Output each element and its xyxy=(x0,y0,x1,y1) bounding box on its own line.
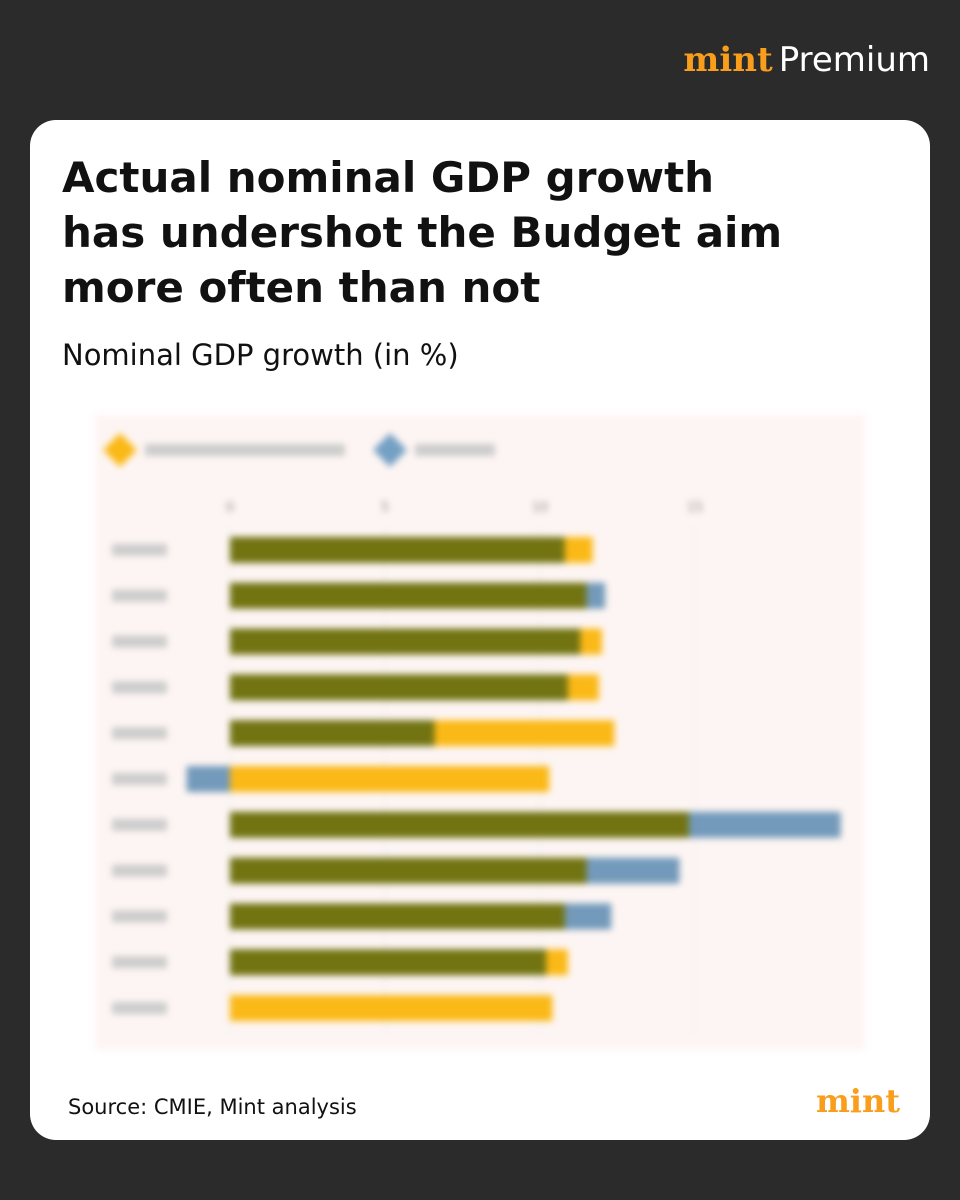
y-label-placeholder xyxy=(112,818,167,831)
y-label-placeholder xyxy=(112,727,167,740)
y-label-placeholder xyxy=(112,589,167,602)
brand-tag: Premium xyxy=(778,40,930,80)
bar xyxy=(230,582,606,609)
x-tick-label: 0 xyxy=(226,501,234,516)
y-label-placeholder xyxy=(112,635,167,648)
bar xyxy=(230,766,550,792)
y-label-placeholder xyxy=(112,956,167,969)
bar xyxy=(230,720,435,747)
chart-subtitle: Nominal GDP growth (in %) xyxy=(62,338,459,372)
x-tick-label: 15 xyxy=(687,501,704,516)
brand-name: mint xyxy=(683,40,773,80)
x-tick-label: 10 xyxy=(532,501,549,516)
x-tick-label: 5 xyxy=(381,501,389,516)
legend-swatch xyxy=(373,433,407,467)
bar xyxy=(230,949,547,976)
y-label-placeholder xyxy=(112,543,167,556)
bar xyxy=(230,811,841,838)
y-label-placeholder xyxy=(112,910,167,923)
chart-title: Actual nominal GDP growth has undershot … xyxy=(62,153,783,312)
bar xyxy=(230,674,568,701)
logo: mint xyxy=(815,1082,900,1120)
y-label-placeholder xyxy=(112,773,167,785)
y-label-placeholder xyxy=(112,864,167,877)
y-label-placeholder xyxy=(112,681,167,694)
legend-label-placeholder xyxy=(415,444,495,456)
brand: mint Premium xyxy=(683,40,930,80)
plot: 0 5 10 15 xyxy=(95,415,865,1050)
bar xyxy=(186,766,230,792)
y-label-placeholder xyxy=(112,1002,167,1015)
bar xyxy=(230,628,581,655)
bar xyxy=(230,903,612,930)
bar xyxy=(230,857,680,884)
bar xyxy=(230,995,553,1022)
source: Source: CMIE, Mint analysis xyxy=(68,1095,357,1119)
legend-label-placeholder xyxy=(145,444,345,456)
bar xyxy=(230,536,565,563)
